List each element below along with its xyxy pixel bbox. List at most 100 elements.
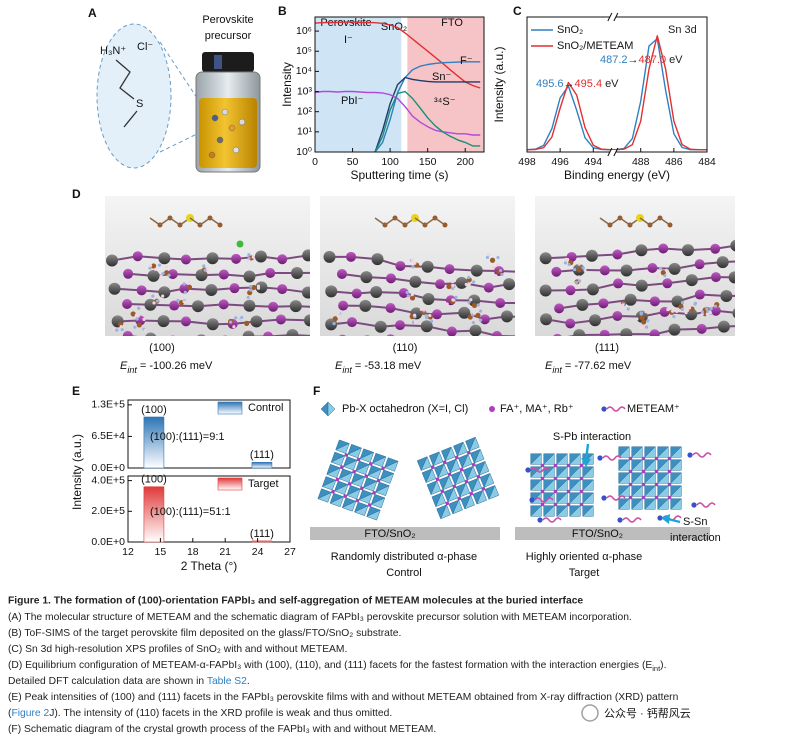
atom — [483, 282, 494, 293]
atom — [620, 328, 633, 336]
cation — [654, 469, 659, 474]
atom — [487, 252, 491, 257]
atom — [385, 302, 396, 313]
x-tick-label: 494 — [585, 156, 603, 168]
atom — [421, 260, 434, 273]
axis-break-gap — [609, 150, 616, 154]
molecule-atom — [211, 114, 219, 122]
atom — [491, 265, 495, 270]
vial-liquid — [199, 98, 257, 168]
caption-link: Figure 2 — [11, 708, 49, 719]
atom — [337, 311, 341, 315]
bond — [127, 334, 138, 336]
octahedron — [543, 479, 555, 491]
bond — [461, 345, 487, 349]
caption-line: Detailed DFT calculation data are shown … — [8, 676, 250, 687]
panel-label: A — [88, 6, 97, 20]
caption-title: Figure 1. The formation of (100)-orienta… — [8, 596, 583, 607]
atom — [151, 294, 155, 298]
atom — [467, 300, 471, 304]
substrate — [515, 527, 710, 540]
atom — [422, 293, 435, 306]
atom — [668, 262, 681, 275]
atom — [191, 291, 195, 295]
octahedron — [370, 497, 386, 509]
octahedron — [644, 498, 656, 510]
atom — [519, 331, 531, 343]
bond — [151, 339, 173, 341]
octahedron — [631, 498, 643, 510]
atom — [496, 255, 500, 260]
atom — [710, 299, 714, 304]
cation — [464, 479, 469, 484]
bar-label: (100) — [141, 404, 167, 416]
octahedron — [371, 456, 387, 468]
octahedron — [631, 485, 643, 497]
cation — [447, 472, 452, 477]
annotation-part: 487.2 — [600, 54, 628, 66]
atom — [413, 320, 418, 324]
atom — [132, 251, 143, 262]
atom — [277, 284, 288, 295]
y-axis-label: Intensity (a.u.) — [70, 434, 84, 510]
atom — [495, 297, 506, 308]
atom — [243, 290, 247, 295]
octahedron — [543, 466, 555, 478]
cation — [435, 477, 440, 482]
y-axis-label: Intensity (a.u.) — [492, 46, 506, 122]
atom — [323, 250, 336, 263]
annotation-part: Sn 3d — [668, 24, 697, 36]
cation — [566, 476, 571, 481]
axis-break — [607, 12, 613, 22]
octahedron — [359, 451, 375, 463]
meteam-tail — [696, 502, 716, 508]
octahedron — [330, 455, 346, 467]
atom — [157, 315, 170, 328]
structure — [106, 214, 310, 341]
atom — [479, 318, 483, 322]
structure — [539, 214, 735, 336]
cation — [481, 486, 486, 491]
series-line — [315, 21, 481, 89]
atom — [565, 318, 576, 329]
atom — [705, 307, 709, 311]
atom — [662, 278, 673, 289]
y-tick-label: 0.0E+0 — [91, 462, 125, 474]
atom — [180, 254, 191, 265]
cation — [667, 469, 672, 474]
atom — [167, 269, 178, 280]
cation — [628, 482, 633, 487]
atom — [122, 298, 133, 309]
bar — [143, 486, 165, 543]
atom — [539, 252, 552, 265]
legend-label: FA⁺, MA⁺, Rb⁺ — [500, 403, 574, 415]
octahedron — [333, 484, 349, 495]
octahedron — [461, 453, 473, 469]
x-tick-label: 486 — [665, 156, 683, 168]
cation — [347, 482, 352, 486]
region-label: FTO — [441, 17, 463, 29]
atom — [663, 274, 667, 278]
atom — [716, 256, 729, 269]
atom — [680, 300, 685, 305]
atom — [445, 302, 449, 306]
watermark: 公众号 · 钙帮风云 — [604, 706, 691, 720]
series-label: Sn⁻ — [432, 71, 451, 83]
atom — [469, 324, 482, 336]
facet-label: (100) — [149, 342, 175, 354]
atom — [703, 302, 707, 306]
atom — [612, 310, 623, 321]
y-tick-label: 10⁴ — [296, 65, 312, 77]
panel-label: E — [72, 384, 80, 398]
octahedron — [444, 446, 456, 462]
atom — [405, 290, 409, 295]
octahedron — [530, 453, 542, 465]
atom — [638, 325, 643, 330]
atom — [620, 264, 633, 277]
molecule-atom — [228, 124, 236, 132]
octahedron — [543, 505, 555, 517]
atom — [467, 275, 471, 280]
x-tick-label: 100 — [381, 156, 399, 168]
cation — [579, 502, 584, 507]
meteam-tail — [534, 497, 554, 503]
